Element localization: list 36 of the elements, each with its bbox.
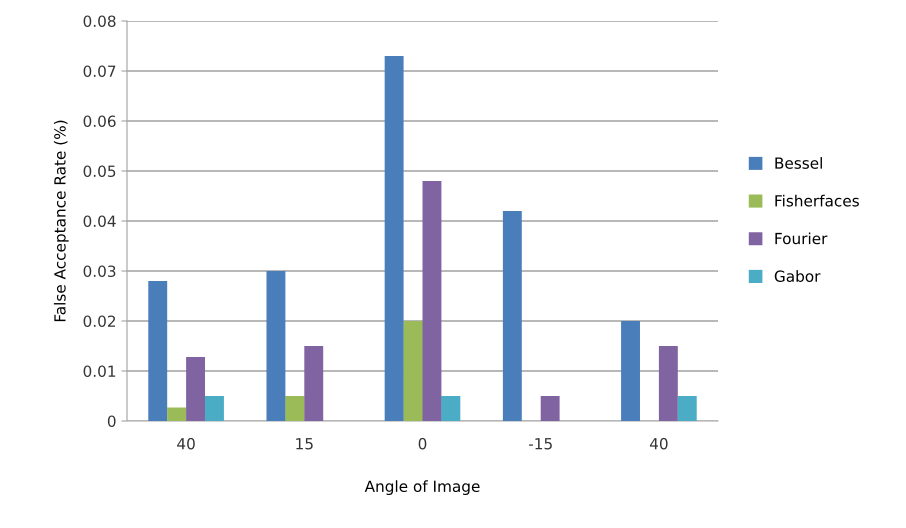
bar xyxy=(205,396,224,421)
bar xyxy=(422,181,442,421)
bar xyxy=(285,396,304,421)
bar xyxy=(502,211,522,421)
x-axis-title: Angle of Image xyxy=(364,480,480,496)
bar xyxy=(304,346,324,421)
bar xyxy=(266,271,286,421)
x-tick-label: -15 xyxy=(528,438,552,450)
legend-label: Fourier xyxy=(775,232,828,244)
x-tick-label: 40 xyxy=(650,438,668,450)
x-tick-label: 15 xyxy=(296,438,313,450)
y-tick-label: 0.04 xyxy=(84,215,116,228)
x-tick-label: 0 xyxy=(418,438,426,450)
y-tick-label: 0.06 xyxy=(84,115,116,128)
bar xyxy=(540,396,560,421)
bar xyxy=(658,346,678,421)
bar xyxy=(186,357,206,421)
bar xyxy=(148,281,168,421)
y-tick-label: 0.08 xyxy=(84,15,116,28)
y-tick-label: 0 xyxy=(108,415,116,428)
bar xyxy=(678,396,697,421)
y-tick-label: 0.01 xyxy=(84,365,116,378)
bar xyxy=(384,56,404,421)
y-tick-label: 0.02 xyxy=(84,315,116,328)
legend-label: Bessel xyxy=(775,157,822,169)
legend-label: Gabor xyxy=(774,270,820,282)
bar xyxy=(441,396,460,421)
x-tick-label: 40 xyxy=(177,438,195,450)
y-tick-label: 0.05 xyxy=(84,165,116,178)
y-tick-label: 0.03 xyxy=(84,265,116,278)
legend-label: Fisherfaces xyxy=(775,194,859,207)
y-axis-title: False Acceptance Rate (%) xyxy=(54,120,69,322)
y-tick-label: 0.07 xyxy=(84,65,116,78)
bar xyxy=(404,321,422,421)
bar xyxy=(167,408,186,421)
bar xyxy=(621,321,640,421)
